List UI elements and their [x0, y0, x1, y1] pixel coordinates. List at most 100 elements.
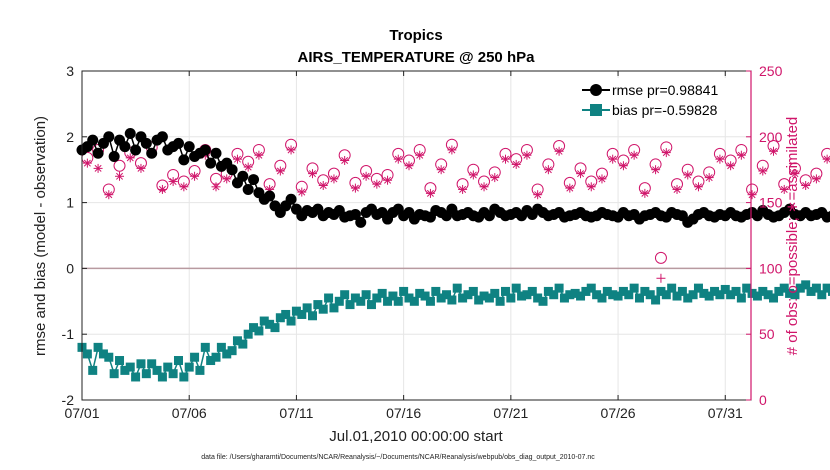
- obs-assimilated-point: [243, 162, 253, 172]
- bias-point: [93, 342, 103, 352]
- bias-point: [249, 323, 259, 333]
- obs-assimilated-point: [672, 184, 682, 194]
- bias-point: [98, 349, 108, 359]
- obs-assimilated-point: [533, 190, 543, 200]
- rmse-series: [76, 128, 830, 228]
- bias-point: [613, 291, 623, 301]
- bias-point: [136, 359, 146, 369]
- x-tick-label: 07/21: [493, 405, 528, 421]
- bias-point: [618, 286, 628, 296]
- bias-point: [500, 286, 510, 296]
- chart-subtitle: AIRS_TEMPERATURE @ 250 hPa: [298, 49, 536, 66]
- y-left-tick-label: 2: [66, 129, 74, 145]
- obs-assimilated-point: [232, 154, 242, 164]
- y-right-tick-label: 200: [759, 129, 783, 145]
- bias-point: [758, 286, 768, 296]
- obs-assimilated-point: [404, 161, 414, 171]
- obs-assimilated-point: [361, 171, 371, 181]
- y-axis-right: 0 50 100 150 200 250: [746, 63, 783, 408]
- obs-assimilated-point: [115, 171, 125, 181]
- bias-point: [227, 346, 237, 356]
- rmse-point: [87, 134, 99, 146]
- bias-point: [442, 290, 452, 300]
- bias-point: [736, 293, 746, 303]
- rmse-point: [172, 137, 184, 149]
- rmse-point: [146, 147, 158, 159]
- bias-point: [549, 290, 559, 300]
- bias-point: [795, 283, 805, 293]
- y-axis-left-label: rmse and bias (model - observation): [32, 116, 49, 356]
- obs-assimilated-point: [254, 150, 264, 160]
- y-left-tick-label: 1: [66, 195, 74, 211]
- bias-point: [801, 280, 811, 290]
- bias-point: [216, 342, 226, 352]
- obs-assimilated-point: [608, 154, 618, 164]
- obs-assimilated-point: [576, 169, 586, 179]
- bias-point: [125, 362, 135, 372]
- bias-point: [157, 372, 167, 382]
- bias-point: [184, 362, 194, 372]
- obs-assimilated-point: [275, 166, 285, 176]
- rmse-point: [264, 190, 276, 202]
- bias-point: [656, 286, 666, 296]
- bias-point: [645, 290, 655, 300]
- plot-area: [82, 71, 751, 400]
- bias-point: [232, 336, 242, 346]
- bias-point: [436, 293, 446, 303]
- bias-point: [602, 286, 612, 296]
- bias-point: [179, 372, 189, 382]
- bias-point: [163, 362, 173, 372]
- bias-point: [635, 293, 644, 303]
- rmse-point: [355, 216, 367, 228]
- rmse-point: [199, 144, 211, 156]
- bias-point: [484, 293, 494, 303]
- rmse-point: [183, 141, 195, 153]
- bias-point: [822, 283, 830, 293]
- obs-assimilated-point: [425, 188, 435, 198]
- x-axis: 07/01 07/06 07/11 07/16 07/21 07/26 07/31: [64, 71, 743, 421]
- obs-assimilated-point: [211, 182, 221, 192]
- bias-point: [495, 296, 505, 306]
- obs-possible-point: [113, 159, 126, 172]
- obs-assimilated-point: [286, 145, 296, 155]
- bias-point: [522, 290, 532, 300]
- rmse-point: [92, 147, 104, 159]
- bias-point: [506, 293, 516, 303]
- rmse-point: [242, 183, 254, 195]
- bias-point: [404, 293, 414, 303]
- bias-point: [693, 283, 703, 293]
- obs-assimilated-point: [458, 184, 468, 194]
- bias-point: [383, 296, 393, 306]
- bias-point: [350, 293, 360, 303]
- y-right-tick-label: 0: [759, 392, 767, 408]
- bias-point: [265, 319, 275, 329]
- obs-assimilated-point: [308, 169, 318, 179]
- x-tick-label: 07/11: [279, 405, 313, 421]
- bias-point: [334, 296, 344, 306]
- obs-assimilated-point: [715, 154, 725, 164]
- bias-point: [640, 286, 650, 296]
- bias-series: [77, 280, 830, 382]
- bias-point: [554, 283, 564, 293]
- bias-point: [447, 295, 457, 305]
- rmse-point: [285, 193, 297, 205]
- y-left-tick-label: 3: [66, 63, 74, 79]
- chart-title: Tropics: [389, 27, 442, 44]
- bias-point: [742, 283, 752, 293]
- bias-point: [538, 296, 548, 306]
- obs-assimilated-point: [597, 174, 607, 184]
- bias-point: [463, 290, 473, 300]
- bias-point: [688, 290, 698, 300]
- rmse-point: [178, 154, 190, 166]
- bias-point: [195, 365, 205, 375]
- obs-assimilated-point: [393, 154, 403, 164]
- obs-assimilated-point: [190, 171, 200, 181]
- obs-assimilated-point: [318, 180, 328, 190]
- bias-point: [806, 286, 816, 296]
- bias-point: [168, 369, 178, 379]
- bias-point: [286, 316, 296, 326]
- legend-bias-label: bias pr=-0.59828: [612, 102, 718, 118]
- obs-assimilated-point: [747, 190, 757, 200]
- bias-point: [570, 288, 580, 298]
